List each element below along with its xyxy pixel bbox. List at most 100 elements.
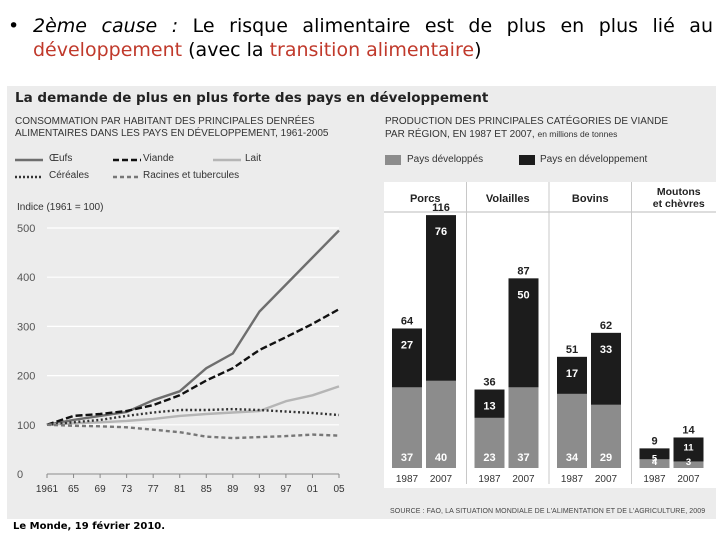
legend-label-developed: Pays développés — [407, 154, 484, 165]
series-line-lait — [46, 385, 340, 426]
cause-label: 2ème cause : — [33, 15, 179, 37]
bar-total-moutons-et-chevres-2007: 14 — [682, 424, 695, 436]
legend-label-developing: Pays en développement — [540, 154, 648, 165]
bar-moutons-et-chevres-2007-developing — [673, 437, 704, 462]
x-tick-label: 81 — [174, 484, 186, 495]
bar-label-volailles-1987-developed: 23 — [483, 452, 495, 464]
bar-year-label: 1987 — [396, 474, 419, 485]
bar-label-moutons-et-chevres-2007-developed: 3 — [686, 457, 691, 468]
x-tick-label: 89 — [227, 484, 239, 495]
legend-swatch-oeufs — [15, 158, 43, 162]
bar-volailles-1987-developed — [474, 417, 505, 468]
bullet-text-end: ) — [474, 39, 482, 61]
y-tick-label: 500 — [17, 223, 35, 235]
series-line-cereales — [46, 407, 340, 426]
bar-label-bovins-1987-developing: 17 — [566, 368, 578, 380]
bar-volailles-2007-developing — [508, 278, 539, 388]
series-line-viande — [46, 308, 340, 426]
series-line-racines-et-tubercules — [46, 423, 340, 440]
y-tick-label: 0 — [17, 469, 23, 481]
bar-label-volailles-1987-developing: 13 — [483, 401, 495, 413]
right-subtitle-line2: par région, en 1987 et 2007, — [385, 129, 535, 140]
group-header-bovins: Bovins — [572, 193, 609, 205]
x-tick-label: 93 — [254, 484, 266, 495]
bar-label-porcs-2007-developed: 40 — [435, 452, 447, 464]
bar-porcs-1987-developing — [392, 328, 422, 388]
bar-total-bovins-2007: 62 — [600, 320, 612, 332]
x-tick-label: 65 — [68, 484, 80, 495]
bar-label-bovins-2007-developing: 33 — [600, 344, 612, 356]
bar-label-volailles-2007-developed: 37 — [517, 452, 529, 464]
bar-label-volailles-2007-developing: 50 — [517, 289, 529, 301]
x-tick-label: 1961 — [36, 484, 59, 495]
bullet-text-mid: (avec la — [188, 39, 264, 61]
bar-chart-x-ticks: 1987 2007 1987 2007 1987 2007 1987 2007 — [396, 474, 700, 485]
legend-label-racines: Racines et tubercules — [143, 170, 240, 181]
bar-total-porcs-1987: 64 — [401, 315, 414, 327]
figure-title: La demande de plus en plus forte des pay… — [15, 90, 489, 106]
figure-panel: La demande de plus en plus forte des pay… — [7, 86, 716, 519]
right-subtitle-line2-wrap: par région, en 1987 et 2007, en millions… — [385, 128, 668, 141]
legend-label-cereales: Céréales — [49, 170, 90, 181]
x-tick-label: 05 — [333, 484, 345, 495]
bar-bovins-2007-developed — [591, 404, 621, 468]
bar-bovins-1987-developed — [557, 393, 587, 468]
bar-year-label: 2007 — [595, 474, 618, 485]
bar-total-moutons-et-chevres-1987: 9 — [651, 435, 657, 447]
legend-swatch-developed — [385, 155, 401, 165]
group-header-moutons-et-chevres-line2: et chèvres — [653, 198, 705, 210]
bar-porcs-1987-developed — [392, 387, 422, 468]
bar-year-label: 1987 — [478, 474, 501, 485]
left-subtitle-line1: Consommation par habitant des principale… — [15, 116, 315, 127]
x-tick-label: 97 — [280, 484, 292, 495]
bar-total-bovins-1987: 51 — [566, 344, 578, 356]
bar-porcs-2007-developing — [426, 215, 456, 381]
figure-source: SOURCE : FAO, LA SITUATION MONDIALE DE L… — [390, 508, 706, 515]
x-tick-label: 77 — [148, 484, 160, 495]
legend-swatch-developing — [519, 155, 535, 165]
bar-year-label: 1987 — [561, 474, 584, 485]
left-subtitle-line2: alimentaires dans les pays en développem… — [15, 128, 329, 139]
legend-swatch-viande — [113, 158, 141, 162]
bar-total-volailles-1987: 36 — [483, 377, 495, 389]
bullet-line-2: développement (avec la transition alimen… — [33, 39, 481, 61]
bar-chart-bars: 37 27 64 40 76 116 23 13 36 37 50 87 34 17 51 29 33 62 45 9… — [392, 202, 704, 468]
bar-porcs-2007-developed — [426, 380, 456, 468]
bar-label-porcs-1987-developed: 37 — [401, 452, 413, 464]
line-chart-y-ticks: 0 100 200 300 400 500 — [17, 223, 35, 481]
y-tick-label: 200 — [17, 371, 35, 383]
red-word-transition: transition alimentaire — [269, 39, 475, 61]
legend-swatch-cereales — [15, 175, 43, 179]
figure-credit: Le Monde, 19 février 2010. — [13, 521, 166, 532]
group-header-moutons-et-chevres-line1: Moutons — [657, 186, 701, 198]
bar-label-moutons-et-chevres-1987-developed: 4 — [652, 457, 658, 468]
series-line-oeufs — [46, 229, 340, 426]
line-chart: Indice (1961 = 100) 0 100 200 300 400 500 196… — [17, 202, 345, 495]
line-chart-x-ticks: 1961 65 69 73 77 81 85 89 93 97 01 05 — [36, 474, 345, 495]
x-tick-label: 01 — [307, 484, 319, 495]
bar-year-label: 1987 — [643, 474, 666, 485]
right-subtitle-line1: Production des principales catégories de… — [385, 116, 669, 127]
bar-label-porcs-1987-developing: 27 — [401, 339, 413, 351]
y-tick-label: 300 — [17, 321, 35, 333]
line-chart-y-axis-label: Indice (1961 = 100) — [17, 202, 103, 213]
bar-label-bovins-1987-developed: 34 — [566, 452, 579, 464]
x-tick-label: 73 — [121, 484, 133, 495]
bar-label-bovins-2007-developed: 29 — [600, 452, 612, 464]
group-header-volailles: Volailles — [486, 193, 530, 205]
legend-label-lait: Lait — [245, 153, 262, 164]
red-word-developpement: développement — [33, 39, 183, 61]
bar-moutons-et-chevres-1987-developed — [639, 459, 670, 468]
bullet-line-1: 2ème cause : Le risque alimentaire est d… — [33, 15, 713, 37]
bullet-text-line1: Le risque alimentaire est de plus en plu… — [192, 15, 713, 37]
x-tick-label: 85 — [201, 484, 213, 495]
bar-year-label: 2007 — [677, 474, 700, 485]
legend-swatch-racines — [113, 175, 141, 179]
bar-moutons-et-chevres-1987-developing — [639, 448, 670, 460]
bar-total-porcs-2007: 116 — [432, 202, 450, 214]
bullet-marker: • — [8, 15, 20, 37]
bar-year-label: 2007 — [430, 474, 453, 485]
bar-label-moutons-et-chevres-1987-developing: 5 — [652, 453, 658, 464]
